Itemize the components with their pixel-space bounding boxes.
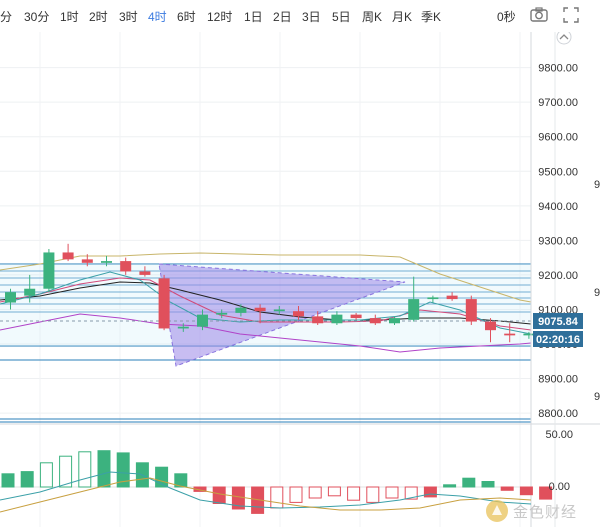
current-price-value: 9075.84 bbox=[538, 316, 579, 328]
candle bbox=[293, 311, 304, 317]
price-tick-label: 9800.00 bbox=[538, 63, 578, 75]
watermark: 金色财经 bbox=[485, 498, 577, 524]
histogram-bar bbox=[97, 450, 111, 488]
candle bbox=[427, 297, 439, 300]
candle bbox=[81, 259, 93, 263]
histogram-bar bbox=[78, 451, 92, 488]
candle bbox=[24, 288, 36, 296]
timeframe-toolbar: 分 30分 1时 2时 3时 4时 6时 12时 1日 2日 3日 5日 周K … bbox=[0, 0, 600, 33]
histogram-bar bbox=[212, 486, 226, 504]
histogram-bar bbox=[174, 473, 188, 488]
candle bbox=[446, 295, 458, 300]
candle bbox=[523, 333, 535, 336]
tf-season[interactable]: 季K bbox=[421, 10, 442, 24]
histogram-bar bbox=[500, 486, 514, 491]
tf-month[interactable]: 月K bbox=[392, 10, 413, 24]
histogram-bar bbox=[270, 486, 284, 509]
edge-label-3: 9 bbox=[594, 179, 600, 191]
candle bbox=[139, 271, 151, 275]
candle bbox=[408, 299, 420, 320]
tf-1h[interactable]: 1时 bbox=[60, 10, 79, 24]
candle bbox=[273, 309, 285, 312]
price-axis: 9800.00 9700.00 9600.00 9500.00 9400.00 9300.… bbox=[538, 63, 578, 420]
candle bbox=[235, 307, 247, 313]
tf-4h[interactable]: 4时 bbox=[148, 10, 167, 24]
candle bbox=[504, 333, 516, 336]
fullscreen-icon[interactable] bbox=[562, 6, 580, 29]
seconds-label[interactable]: 0秒 bbox=[497, 10, 516, 24]
candle bbox=[62, 252, 74, 260]
candle bbox=[389, 318, 400, 324]
histogram-bar bbox=[539, 486, 553, 500]
histogram-bar bbox=[308, 486, 322, 499]
tf-3d[interactable]: 3日 bbox=[302, 10, 321, 24]
candle bbox=[120, 261, 132, 272]
price-tick-label: 8800.00 bbox=[538, 408, 578, 420]
candle bbox=[331, 314, 343, 324]
tf-12h[interactable]: 12时 bbox=[207, 10, 233, 24]
indicator-tick-0: 0.00 bbox=[549, 481, 570, 493]
indicator-pane-lines bbox=[0, 471, 532, 513]
tf-1d[interactable]: 1日 bbox=[244, 10, 263, 24]
tf-2d[interactable]: 2日 bbox=[273, 10, 292, 24]
candles bbox=[5, 243, 535, 343]
histogram-bar bbox=[366, 486, 380, 503]
price-tick-label: 9300.00 bbox=[538, 235, 578, 247]
histogram-bar bbox=[423, 486, 437, 498]
histogram-bar bbox=[59, 455, 73, 488]
candle bbox=[465, 299, 477, 322]
histogram-bar bbox=[385, 486, 399, 499]
histogram-bar bbox=[462, 477, 476, 488]
candle bbox=[485, 321, 496, 331]
histogram-bar bbox=[404, 486, 418, 500]
chevron-up-icon[interactable] bbox=[556, 32, 572, 45]
price-tick-label: 8900.00 bbox=[538, 374, 578, 386]
price-tick-label: 9400.00 bbox=[538, 201, 578, 213]
watermark-text: 金色财经 bbox=[513, 503, 578, 521]
histogram-bar bbox=[20, 471, 34, 488]
candle bbox=[197, 314, 208, 327]
tf-week[interactable]: 周K bbox=[362, 10, 383, 24]
candle bbox=[158, 278, 170, 329]
countdown-value: 02:20:16 bbox=[536, 334, 580, 346]
histogram-bar bbox=[327, 486, 341, 497]
histogram-bar bbox=[1, 473, 15, 488]
price-tick-label: 9500.00 bbox=[538, 166, 578, 178]
tf-30min[interactable]: 30分 bbox=[24, 10, 50, 24]
histogram-bar bbox=[519, 486, 533, 496]
current-price-badge bbox=[533, 313, 583, 329]
candle bbox=[177, 326, 189, 329]
candle bbox=[312, 316, 324, 324]
indicator-tick-50: 50.00 bbox=[545, 429, 573, 441]
candle bbox=[5, 292, 16, 303]
tf-5d[interactable]: 5日 bbox=[332, 10, 351, 24]
edge-label-1: 9 bbox=[594, 287, 600, 299]
histogram-bar bbox=[116, 452, 130, 488]
price-tick-label: 9600.00 bbox=[538, 132, 578, 144]
price-chart[interactable]: 9800.00 9700.00 9600.00 9500.00 9400.00 9300.… bbox=[0, 32, 600, 527]
camera-icon[interactable] bbox=[529, 6, 549, 29]
tf-6h[interactable]: 6时 bbox=[177, 10, 196, 24]
tf-3h[interactable]: 3时 bbox=[119, 10, 138, 24]
logo-icon bbox=[486, 500, 508, 522]
tf-2h[interactable]: 2时 bbox=[89, 10, 108, 24]
candle bbox=[216, 312, 228, 315]
price-tick-label: 9200.00 bbox=[538, 270, 578, 282]
candle bbox=[369, 318, 381, 324]
candle bbox=[350, 314, 362, 319]
histogram-bar bbox=[347, 486, 361, 501]
tf-minute[interactable]: 分 bbox=[0, 10, 13, 24]
histogram-bar bbox=[481, 481, 495, 488]
countdown-badge bbox=[533, 331, 583, 347]
candle bbox=[101, 261, 112, 263]
histogram-bar bbox=[289, 486, 303, 503]
candle bbox=[254, 307, 266, 312]
histogram-bar bbox=[443, 484, 457, 488]
edge-label-2: 9 bbox=[594, 391, 600, 403]
candle bbox=[43, 252, 55, 289]
histogram-bar bbox=[39, 462, 53, 488]
price-tick-label: 9700.00 bbox=[538, 97, 578, 109]
